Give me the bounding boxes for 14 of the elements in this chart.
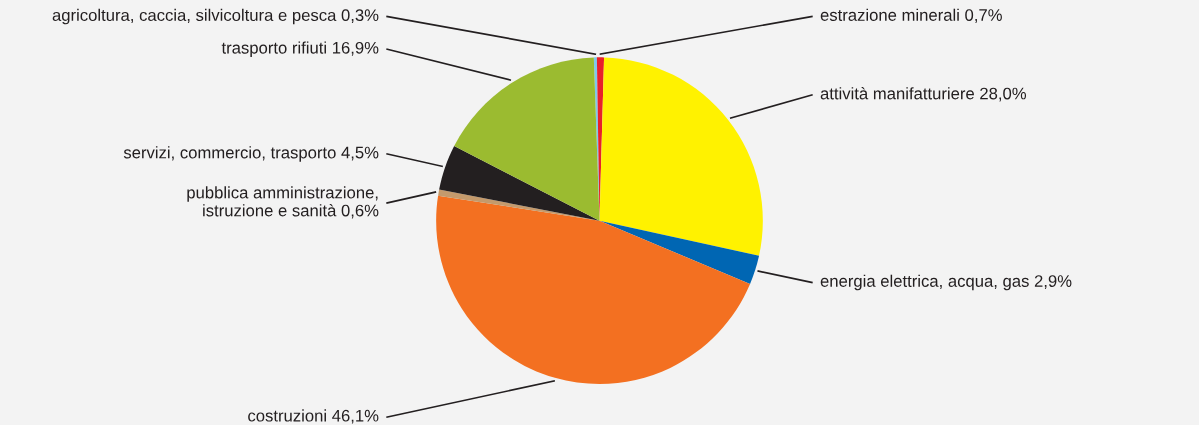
- slice-label: attività manifatturiere 28,0%: [820, 86, 1027, 102]
- pie-slice: [596, 57, 605, 221]
- slice-label: trasporto rifiuti 16,9%: [221, 41, 379, 57]
- slice-label: estrazione minerali 0,7%: [820, 8, 1002, 23]
- slice-label: pubblica amministrazione, istruzione e sanità 0,6%: [187, 186, 379, 219]
- slice-label: energia elettrica, acqua, gas 2,9%: [820, 274, 1072, 291]
- slice-label: costruzioni 46,1%: [248, 409, 379, 424]
- pie-slice: [454, 57, 600, 221]
- pie-slice: [439, 146, 600, 221]
- pie-slice: [599, 57, 763, 256]
- slice-label: agricoltura, caccia, silvicoltura e pesca 0,3%: [52, 8, 379, 25]
- pie-slice: [436, 195, 751, 384]
- pie-slice: [599, 220, 760, 285]
- slice-label: servizi, commercio, trasporto 4,5%: [123, 146, 379, 162]
